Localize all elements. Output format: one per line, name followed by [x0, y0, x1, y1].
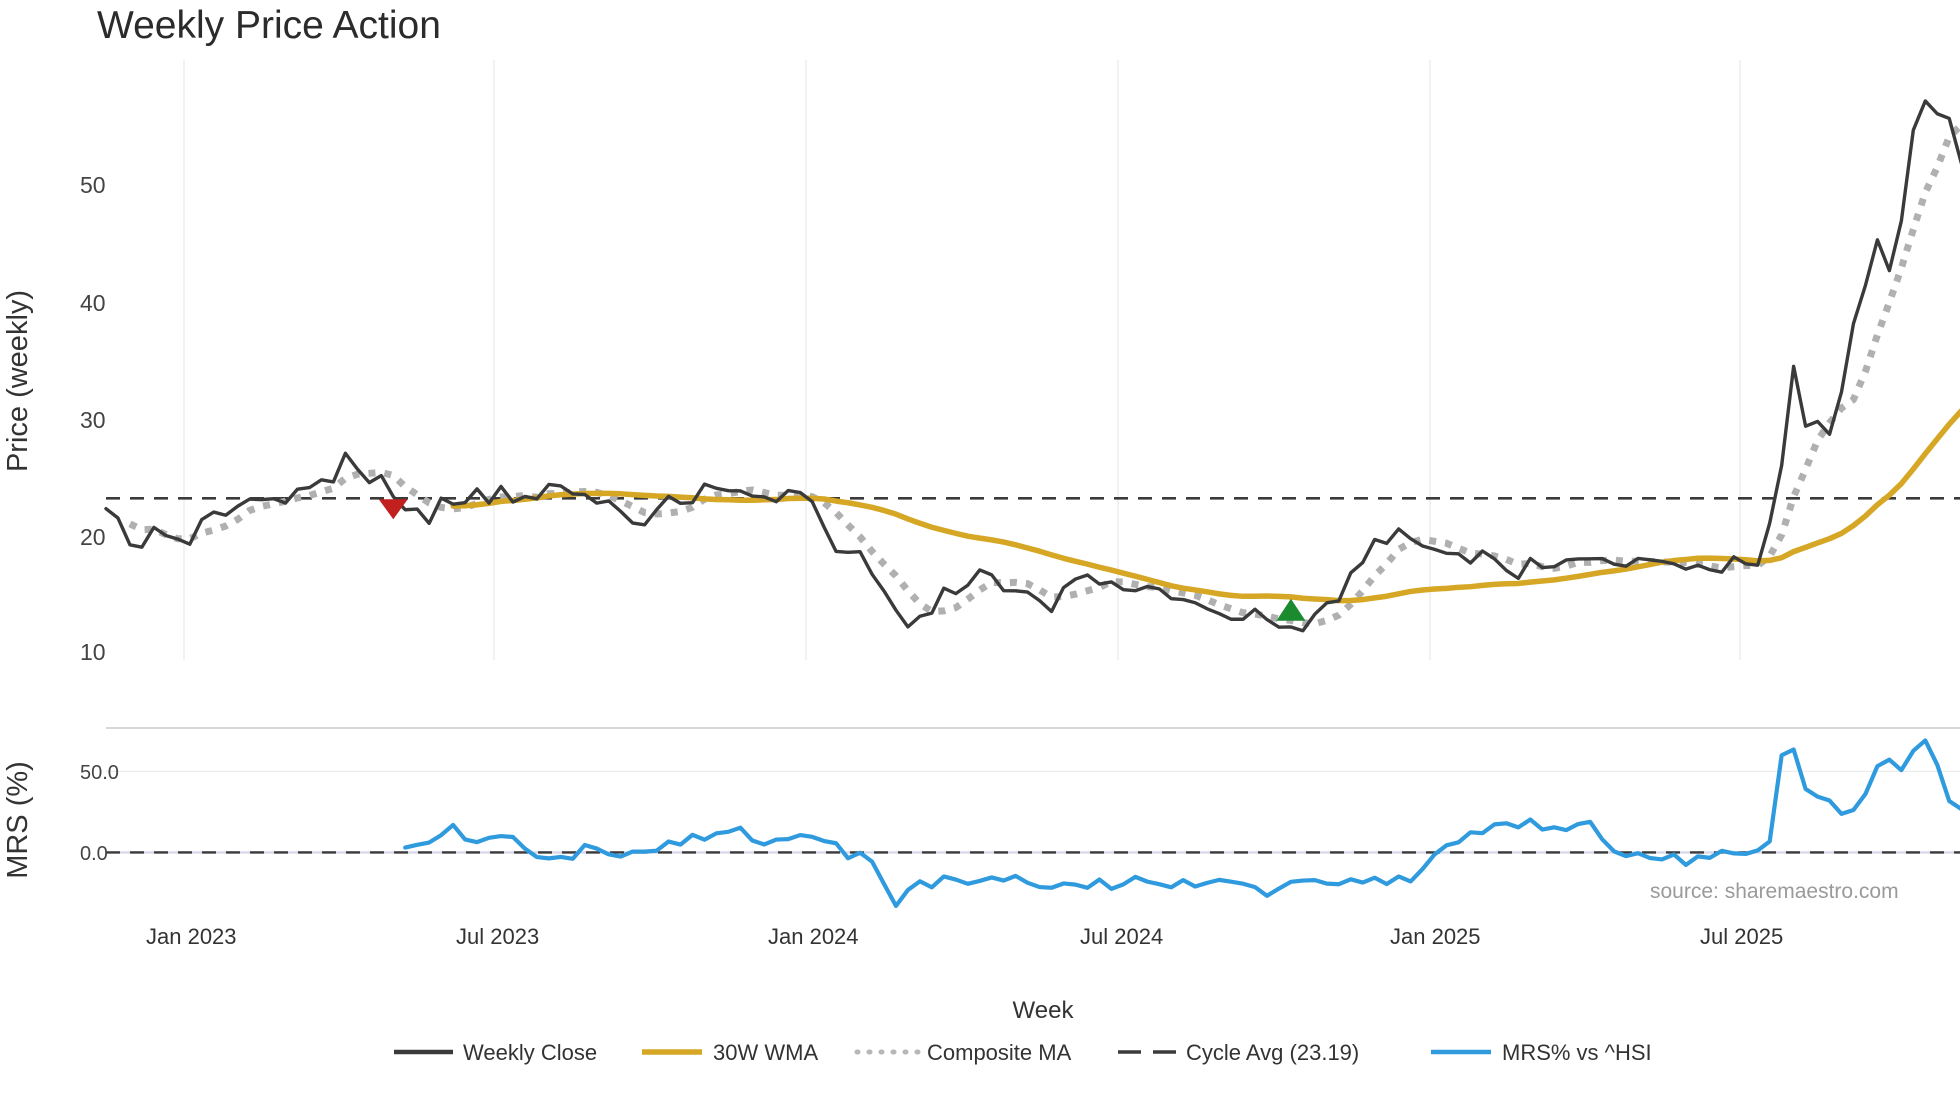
svg-text:0.0: 0.0: [80, 843, 108, 865]
svg-text:Week: Week: [1013, 997, 1075, 1024]
svg-text:40: 40: [80, 290, 106, 316]
svg-text:Jul 2025: Jul 2025: [1700, 924, 1783, 949]
svg-text:Weekly Close: Weekly Close: [463, 1040, 597, 1065]
svg-text:Cycle Avg (23.19): Cycle Avg (23.19): [1186, 1040, 1359, 1065]
svg-text:Jan 2023: Jan 2023: [146, 924, 237, 949]
svg-text:50.0: 50.0: [80, 762, 119, 784]
svg-text:20: 20: [80, 524, 106, 550]
svg-text:source: sharemaestro.com: source: sharemaestro.com: [1650, 880, 1899, 903]
svg-text:Price (weekly): Price (weekly): [2, 290, 34, 472]
svg-text:Jul 2023: Jul 2023: [456, 924, 539, 949]
svg-text:10: 10: [80, 639, 106, 665]
svg-text:50: 50: [80, 172, 106, 198]
svg-text:Jul 2024: Jul 2024: [1080, 924, 1163, 949]
svg-text:Jan 2025: Jan 2025: [1390, 924, 1481, 949]
svg-text:Jan 2024: Jan 2024: [768, 924, 859, 949]
svg-text:30: 30: [80, 407, 106, 433]
svg-text:30W WMA: 30W WMA: [713, 1040, 818, 1065]
svg-text:Composite MA: Composite MA: [927, 1040, 1072, 1065]
svg-text:MRS% vs ^HSI: MRS% vs ^HSI: [1502, 1040, 1652, 1065]
svg-text:MRS (%): MRS (%): [2, 761, 34, 879]
